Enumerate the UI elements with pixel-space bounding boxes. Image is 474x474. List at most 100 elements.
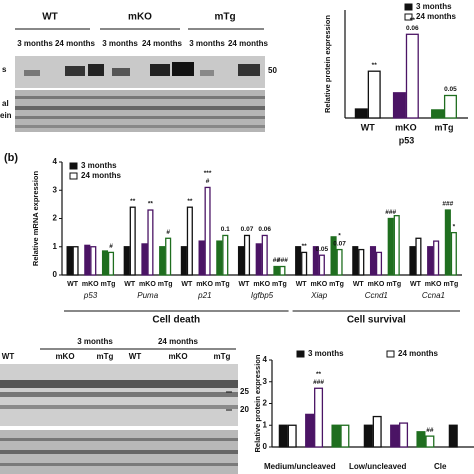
bar [330,236,337,276]
blot-side-label: al [2,99,9,108]
bar [301,251,308,276]
y-tick-label: 0 [263,442,268,451]
bar [372,415,382,448]
annotation: ## [273,257,281,264]
genotype-label: mTg [158,281,173,288]
bar [141,243,148,276]
total-protein-band [0,450,238,454]
total-protein-band [0,463,238,466]
blot-membrane [15,56,265,88]
bar [216,240,223,276]
category-label: Puma [137,291,158,300]
genotype-label: mTg [101,281,116,288]
bar [448,424,458,448]
y-tick-label: 3 [53,185,58,194]
genotype-label: WT [353,281,365,288]
panel-label: (b) [4,152,18,164]
blot-genotype: WT [2,352,15,361]
annotation: ** [187,198,193,205]
blot-band [0,392,238,397]
annotation: ** [302,243,308,250]
y-tick-label: 1 [53,242,58,251]
bar [443,94,457,119]
blot-band [150,64,170,76]
annotation: * [453,223,456,230]
bar [222,234,229,276]
category-label: p53 [83,291,98,300]
bar [358,248,365,276]
genotype-label: mTg [329,281,344,288]
bar [387,217,394,276]
bar [204,186,211,276]
bar [444,209,451,276]
blot-age: 24 months [142,39,183,48]
legend-swatch [404,13,413,21]
genotype-label: WT [124,281,136,288]
y-axis-label: Relative protein expression [253,354,262,452]
bar [427,246,434,276]
annotation: 0.05 [316,246,329,253]
genotype-label: mTg [215,281,230,288]
blot-genotype: mKO [168,352,187,361]
bar [147,209,154,276]
annotation: ### [277,257,288,264]
bar [354,108,368,119]
blot-genotype: WT [129,352,142,361]
bar [369,246,377,276]
bar [180,246,187,276]
bar [159,246,166,276]
category-label: Ccnd1 [365,291,388,300]
bar [312,246,319,276]
blot-age: 24 months [55,39,96,48]
blot-age: 3 months [17,39,53,48]
genotype-label: mKO [368,281,385,288]
legend-swatch [296,350,305,358]
genotype-label: WT [296,281,308,288]
annotation: ** [148,201,154,208]
blot-band [238,64,260,76]
genotype-label: WT [239,281,251,288]
bar [415,237,422,276]
annotation: ** [316,371,322,378]
blot-band [88,64,104,76]
y-tick-label: 1 [263,420,268,429]
blot-age: 3 months [189,39,225,48]
blot-band [200,70,214,76]
legend-label: 3 months [81,161,117,170]
bar [390,424,400,448]
bar [375,251,383,276]
blot-age: 24 months [228,39,269,48]
annotation: * [338,232,341,239]
category-label: Medium/uncleaved [264,462,336,471]
blot-marker: 20 [240,405,249,414]
total-protein-band [15,125,265,128]
total-protein-band [15,96,265,99]
bar [399,422,409,448]
genotype-label: mKO [310,281,327,288]
y-axis-label: Relative protein expression [323,15,332,113]
bar [305,413,315,448]
bar [405,33,419,119]
category-label: Ccna1 [422,291,445,300]
bar [409,246,416,276]
category-label: p21 [197,291,211,300]
total-protein-band [15,106,265,110]
genotype-label: mTg [272,281,287,288]
y-tick-label: 2 [53,214,58,223]
bar [295,246,302,276]
bar [363,424,373,448]
annotation: 0.06 [406,25,419,32]
annotation: 0.06 [258,226,271,233]
blot-band [0,380,238,388]
bar [392,92,406,119]
annotation: # [166,229,170,236]
blot-genotype: mKO [55,352,74,361]
genotype-label: mTg [435,122,454,132]
bar [123,246,130,276]
genotype-label: mKO [425,281,442,288]
legend-label: 24 months [398,349,439,358]
bar [318,254,325,276]
bar [107,251,115,276]
